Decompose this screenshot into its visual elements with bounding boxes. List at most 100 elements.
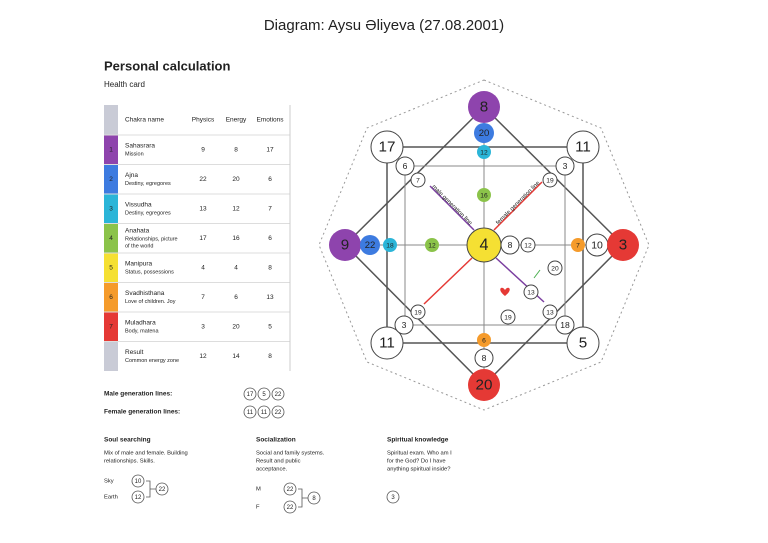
- diagram-node-value: 9: [341, 237, 349, 254]
- section-text: relationships. Skills.: [104, 459, 155, 465]
- chakra-name: Result: [125, 349, 144, 356]
- diagram-node-value: 8: [480, 99, 488, 116]
- diagram-node: [566, 130, 600, 164]
- diagram-node: [477, 145, 491, 159]
- diagram-node-value: 20: [476, 377, 493, 394]
- chakra-emotions: 6: [268, 235, 272, 242]
- chakra-color-strip: [104, 164, 118, 194]
- chakra-color-strip: [104, 135, 118, 165]
- chakra-description: Body, matena: [125, 329, 159, 335]
- diagram-node: [566, 326, 600, 360]
- diagram-node: [571, 238, 585, 252]
- diagram-node: [523, 284, 539, 300]
- diagram-node: [329, 229, 361, 261]
- section-row-label: M: [256, 487, 261, 493]
- chakra-name: Ajna: [125, 172, 138, 179]
- diagram-node-value: 17: [379, 139, 396, 156]
- diagram-node: [370, 130, 404, 164]
- number-circle: [283, 482, 297, 496]
- chakra-emotions: 8: [268, 264, 272, 271]
- chakra-emotions: 6: [268, 176, 272, 183]
- diagram-node: [394, 315, 414, 335]
- diagram-node: [500, 309, 516, 325]
- diagram-node-value: 8: [482, 353, 487, 363]
- diagram-node: [477, 188, 491, 202]
- chakra-number: 5: [109, 264, 113, 271]
- chakra-description: Destiny, egregores: [125, 211, 171, 217]
- number-circle: [283, 500, 297, 514]
- chakra-emotions: 7: [268, 205, 272, 212]
- section-text: anything spiritual inside?: [387, 467, 451, 473]
- diagram-node-value: 6: [482, 337, 486, 344]
- diagram-node: [477, 333, 491, 347]
- chakra-number: 1: [109, 146, 113, 153]
- number-circle: [257, 405, 271, 419]
- bracket: [146, 480, 156, 498]
- chakra-name: Muladhara: [125, 319, 156, 326]
- diagram-node-value: 6: [403, 161, 408, 171]
- number-circle-value: 12: [135, 495, 142, 501]
- diagram-node-value: 20: [479, 128, 490, 139]
- diagram-node: [474, 123, 494, 143]
- diagram-node-value: 3: [402, 320, 407, 330]
- diagram-node-value: 5: [579, 335, 587, 352]
- diagram-node: [555, 156, 575, 176]
- diagram-node-value: 18: [560, 320, 570, 330]
- chakra-name: Svadhisthana: [125, 290, 165, 297]
- number-circle-value: 11: [261, 410, 268, 416]
- outer-octagon: [318, 79, 650, 411]
- number-circle: [155, 482, 169, 496]
- chakra-physics: 7: [201, 294, 205, 301]
- section-text: acceptance.: [256, 467, 288, 473]
- number-circle-value: 22: [275, 392, 282, 398]
- chakra-emotions: 8: [268, 353, 272, 360]
- number-circle: [243, 405, 257, 419]
- section-text: Mix of male and female. Building: [104, 451, 188, 457]
- chakra-color-strip: [104, 312, 118, 342]
- diagram-node: [395, 156, 415, 176]
- chakra-physics: 4: [201, 264, 205, 271]
- chakra-color-strip: [104, 194, 118, 224]
- chakra-energy: 8: [234, 146, 238, 153]
- chakra-number: 6: [109, 294, 113, 301]
- number-circle-value: 22: [287, 487, 294, 493]
- number-circle: [386, 490, 400, 504]
- chakra-color-strip: [104, 282, 118, 312]
- table-column-header: Emotions: [256, 117, 284, 124]
- chakra-number: 2: [109, 176, 113, 183]
- diagram-node: [500, 235, 520, 255]
- chakra-physics: 3: [201, 323, 205, 330]
- table-column-header: Physics: [192, 117, 215, 124]
- number-circle-value: 3: [391, 495, 395, 501]
- chakra-description: Destiny, egregores: [125, 181, 171, 187]
- line-label: male generation line: [430, 184, 473, 227]
- table-header-strip: [104, 105, 118, 135]
- diagram-node-value: 11: [575, 139, 591, 156]
- diagram-node-value: 13: [546, 309, 554, 316]
- section-title: Spiritual knowledge: [387, 437, 449, 444]
- diagram-node-value: 10: [591, 240, 603, 251]
- number-circle-value: 11: [247, 410, 254, 416]
- number-circle: [243, 387, 257, 401]
- diagram-node-value: 20: [551, 265, 559, 272]
- diagram-node: [542, 304, 558, 320]
- diagram-node-value: 7: [416, 177, 420, 184]
- diagram-node: [410, 172, 426, 188]
- diagram-node: [468, 369, 500, 401]
- diagram-node-value: 11: [379, 335, 395, 352]
- diagram-node: [360, 235, 380, 255]
- chakra-energy: 12: [232, 205, 240, 212]
- chakra-energy: 14: [232, 353, 240, 360]
- heading: Personal calculation: [104, 58, 230, 73]
- number-circle-value: 22: [287, 505, 294, 511]
- diagram-node: [547, 260, 563, 276]
- chakra-description: Common energy zone: [125, 358, 179, 364]
- diagram-node: [425, 238, 439, 252]
- chakra-number: 7: [109, 323, 113, 330]
- chakra-description: Love of children. Joy: [125, 299, 176, 305]
- diagram-node: [383, 238, 397, 252]
- table-column-header: Energy: [226, 117, 247, 124]
- diagram-node-value: 4: [480, 236, 489, 254]
- diagram-node-value: 3: [619, 237, 627, 254]
- number-circle: [271, 405, 285, 419]
